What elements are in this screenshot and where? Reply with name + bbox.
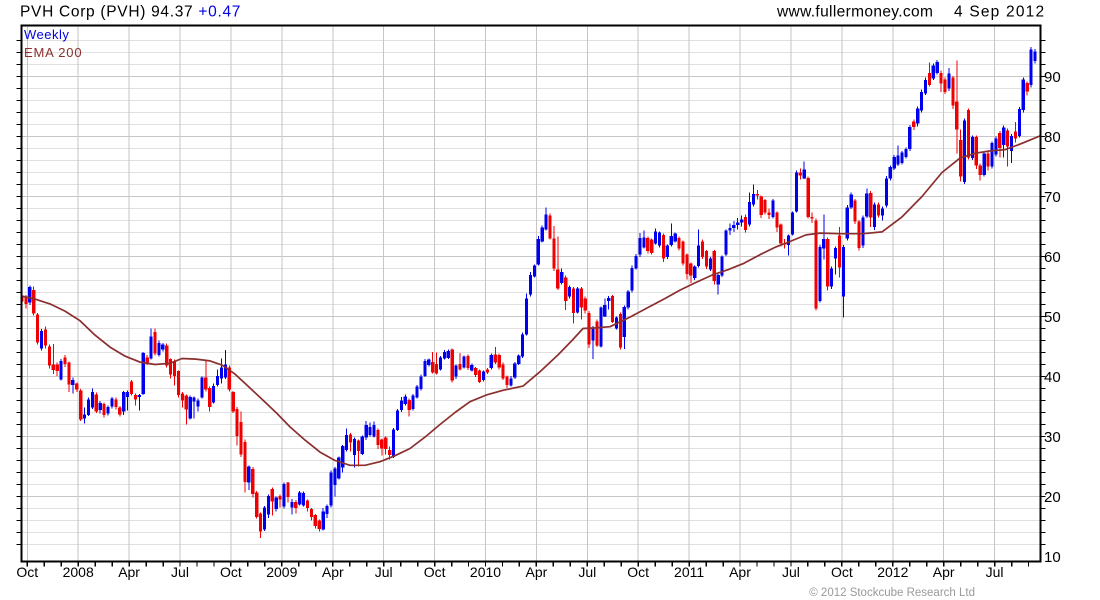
svg-text:Apr: Apr (118, 564, 140, 580)
svg-text:Apr: Apr (322, 564, 344, 580)
svg-text:30: 30 (1044, 429, 1061, 446)
svg-text:2012: 2012 (877, 564, 908, 580)
svg-text:10: 10 (1044, 549, 1061, 566)
svg-text:Oct: Oct (424, 564, 446, 580)
svg-text:Jul: Jul (375, 564, 393, 580)
svg-text:80: 80 (1044, 129, 1061, 146)
svg-text:2008: 2008 (63, 564, 94, 580)
svg-text:© 2012 Stockcube Research Ltd: © 2012 Stockcube Research Ltd (809, 587, 975, 599)
svg-text:Oct: Oct (16, 564, 38, 580)
svg-text:Apr: Apr (729, 564, 751, 580)
svg-text:Weekly: Weekly (24, 27, 69, 42)
svg-text:Oct: Oct (220, 564, 242, 580)
svg-text:20: 20 (1044, 489, 1061, 506)
svg-text:2010: 2010 (470, 564, 501, 580)
svg-text:Apr: Apr (526, 564, 548, 580)
svg-text:www.fullermoney.com: www.fullermoney.com (776, 4, 933, 21)
svg-text:Apr: Apr (933, 564, 955, 580)
svg-text:Jul: Jul (171, 564, 189, 580)
svg-text:Oct: Oct (627, 564, 649, 580)
svg-text:Jul: Jul (782, 564, 800, 580)
svg-text:Oct: Oct (831, 564, 853, 580)
svg-text:40: 40 (1044, 369, 1061, 386)
svg-text:PVH Corp (PVH) 94.37 +0.47: PVH Corp (PVH) 94.37 +0.47 (20, 4, 241, 21)
svg-text:4 Sep 2012: 4 Sep 2012 (954, 4, 1045, 21)
svg-text:2011: 2011 (674, 564, 704, 580)
svg-text:Jul: Jul (986, 564, 1004, 580)
svg-text:50: 50 (1044, 309, 1061, 326)
svg-text:Jul: Jul (578, 564, 596, 580)
svg-text:EMA 200: EMA 200 (24, 45, 82, 60)
svg-text:60: 60 (1044, 249, 1061, 266)
svg-text:70: 70 (1044, 189, 1061, 206)
svg-text:2009: 2009 (266, 564, 297, 580)
svg-text:90: 90 (1044, 69, 1061, 86)
